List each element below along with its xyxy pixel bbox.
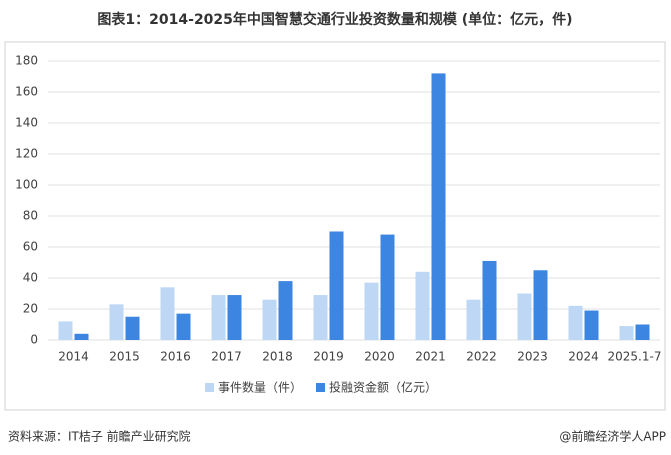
- x-tick-label: 2018: [262, 350, 293, 364]
- x-tick-label: 2019: [313, 350, 344, 364]
- bar: [227, 295, 242, 340]
- bar: [380, 234, 395, 340]
- source: 资料来源：IT桔子 前瞻产业研究院: [8, 429, 191, 444]
- bar: [160, 287, 175, 340]
- chart-frame: [4, 41, 666, 411]
- x-tick-label: 2023: [517, 350, 548, 364]
- bar: [176, 313, 191, 340]
- y-tick-label: 60: [23, 240, 38, 254]
- bar: [329, 231, 344, 340]
- bar: [619, 326, 634, 340]
- y-tick-label: 80: [23, 209, 38, 223]
- legend-label: 事件数量（件）: [218, 380, 302, 395]
- x-tick-label: 2014: [58, 350, 89, 364]
- x-tick-label: 2017: [211, 350, 242, 364]
- x-tick-label: 2015: [109, 350, 140, 364]
- bar: [211, 295, 226, 340]
- chart-title: 图表1：2014-2025年中国智慧交通行业投资数量和规模 (单位：亿元，件): [97, 11, 572, 28]
- y-tick-label: 160: [15, 85, 38, 99]
- y-tick-label: 180: [15, 54, 38, 68]
- bar: [431, 73, 446, 341]
- bar: [533, 270, 548, 340]
- bar: [517, 293, 532, 340]
- y-tick-label: 0: [30, 333, 38, 347]
- y-tick-label: 20: [23, 302, 38, 316]
- legend-swatch: [205, 383, 214, 392]
- bar: [313, 295, 328, 340]
- bar: [262, 299, 277, 340]
- bar: [74, 333, 89, 340]
- bar: [125, 316, 140, 340]
- x-tick-label: 2022: [466, 350, 497, 364]
- bar: [466, 299, 481, 340]
- bar: [364, 282, 379, 340]
- bar: [584, 310, 599, 340]
- bar: [635, 324, 650, 340]
- y-tick-label: 100: [15, 178, 38, 192]
- x-tick-label: 2025.1-7: [608, 350, 662, 364]
- y-tick-label: 40: [23, 271, 38, 285]
- legend-swatch: [316, 383, 326, 392]
- x-tick-label: 2016: [160, 350, 191, 364]
- x-tick-label: 2020: [364, 350, 395, 364]
- bar: [109, 304, 124, 340]
- credit: @前瞻经济学人APP: [559, 429, 666, 444]
- y-tick-label: 140: [15, 116, 38, 130]
- y-tick-label: 120: [15, 147, 38, 161]
- bar: [568, 305, 583, 340]
- x-tick-label: 2024: [568, 350, 599, 364]
- bar: [278, 281, 293, 340]
- x-tick-label: 2021: [415, 350, 446, 364]
- bar: [415, 271, 430, 340]
- bar: [482, 260, 497, 340]
- bar: [58, 321, 73, 340]
- legend-label: 投融资金额（亿元）: [329, 380, 437, 395]
